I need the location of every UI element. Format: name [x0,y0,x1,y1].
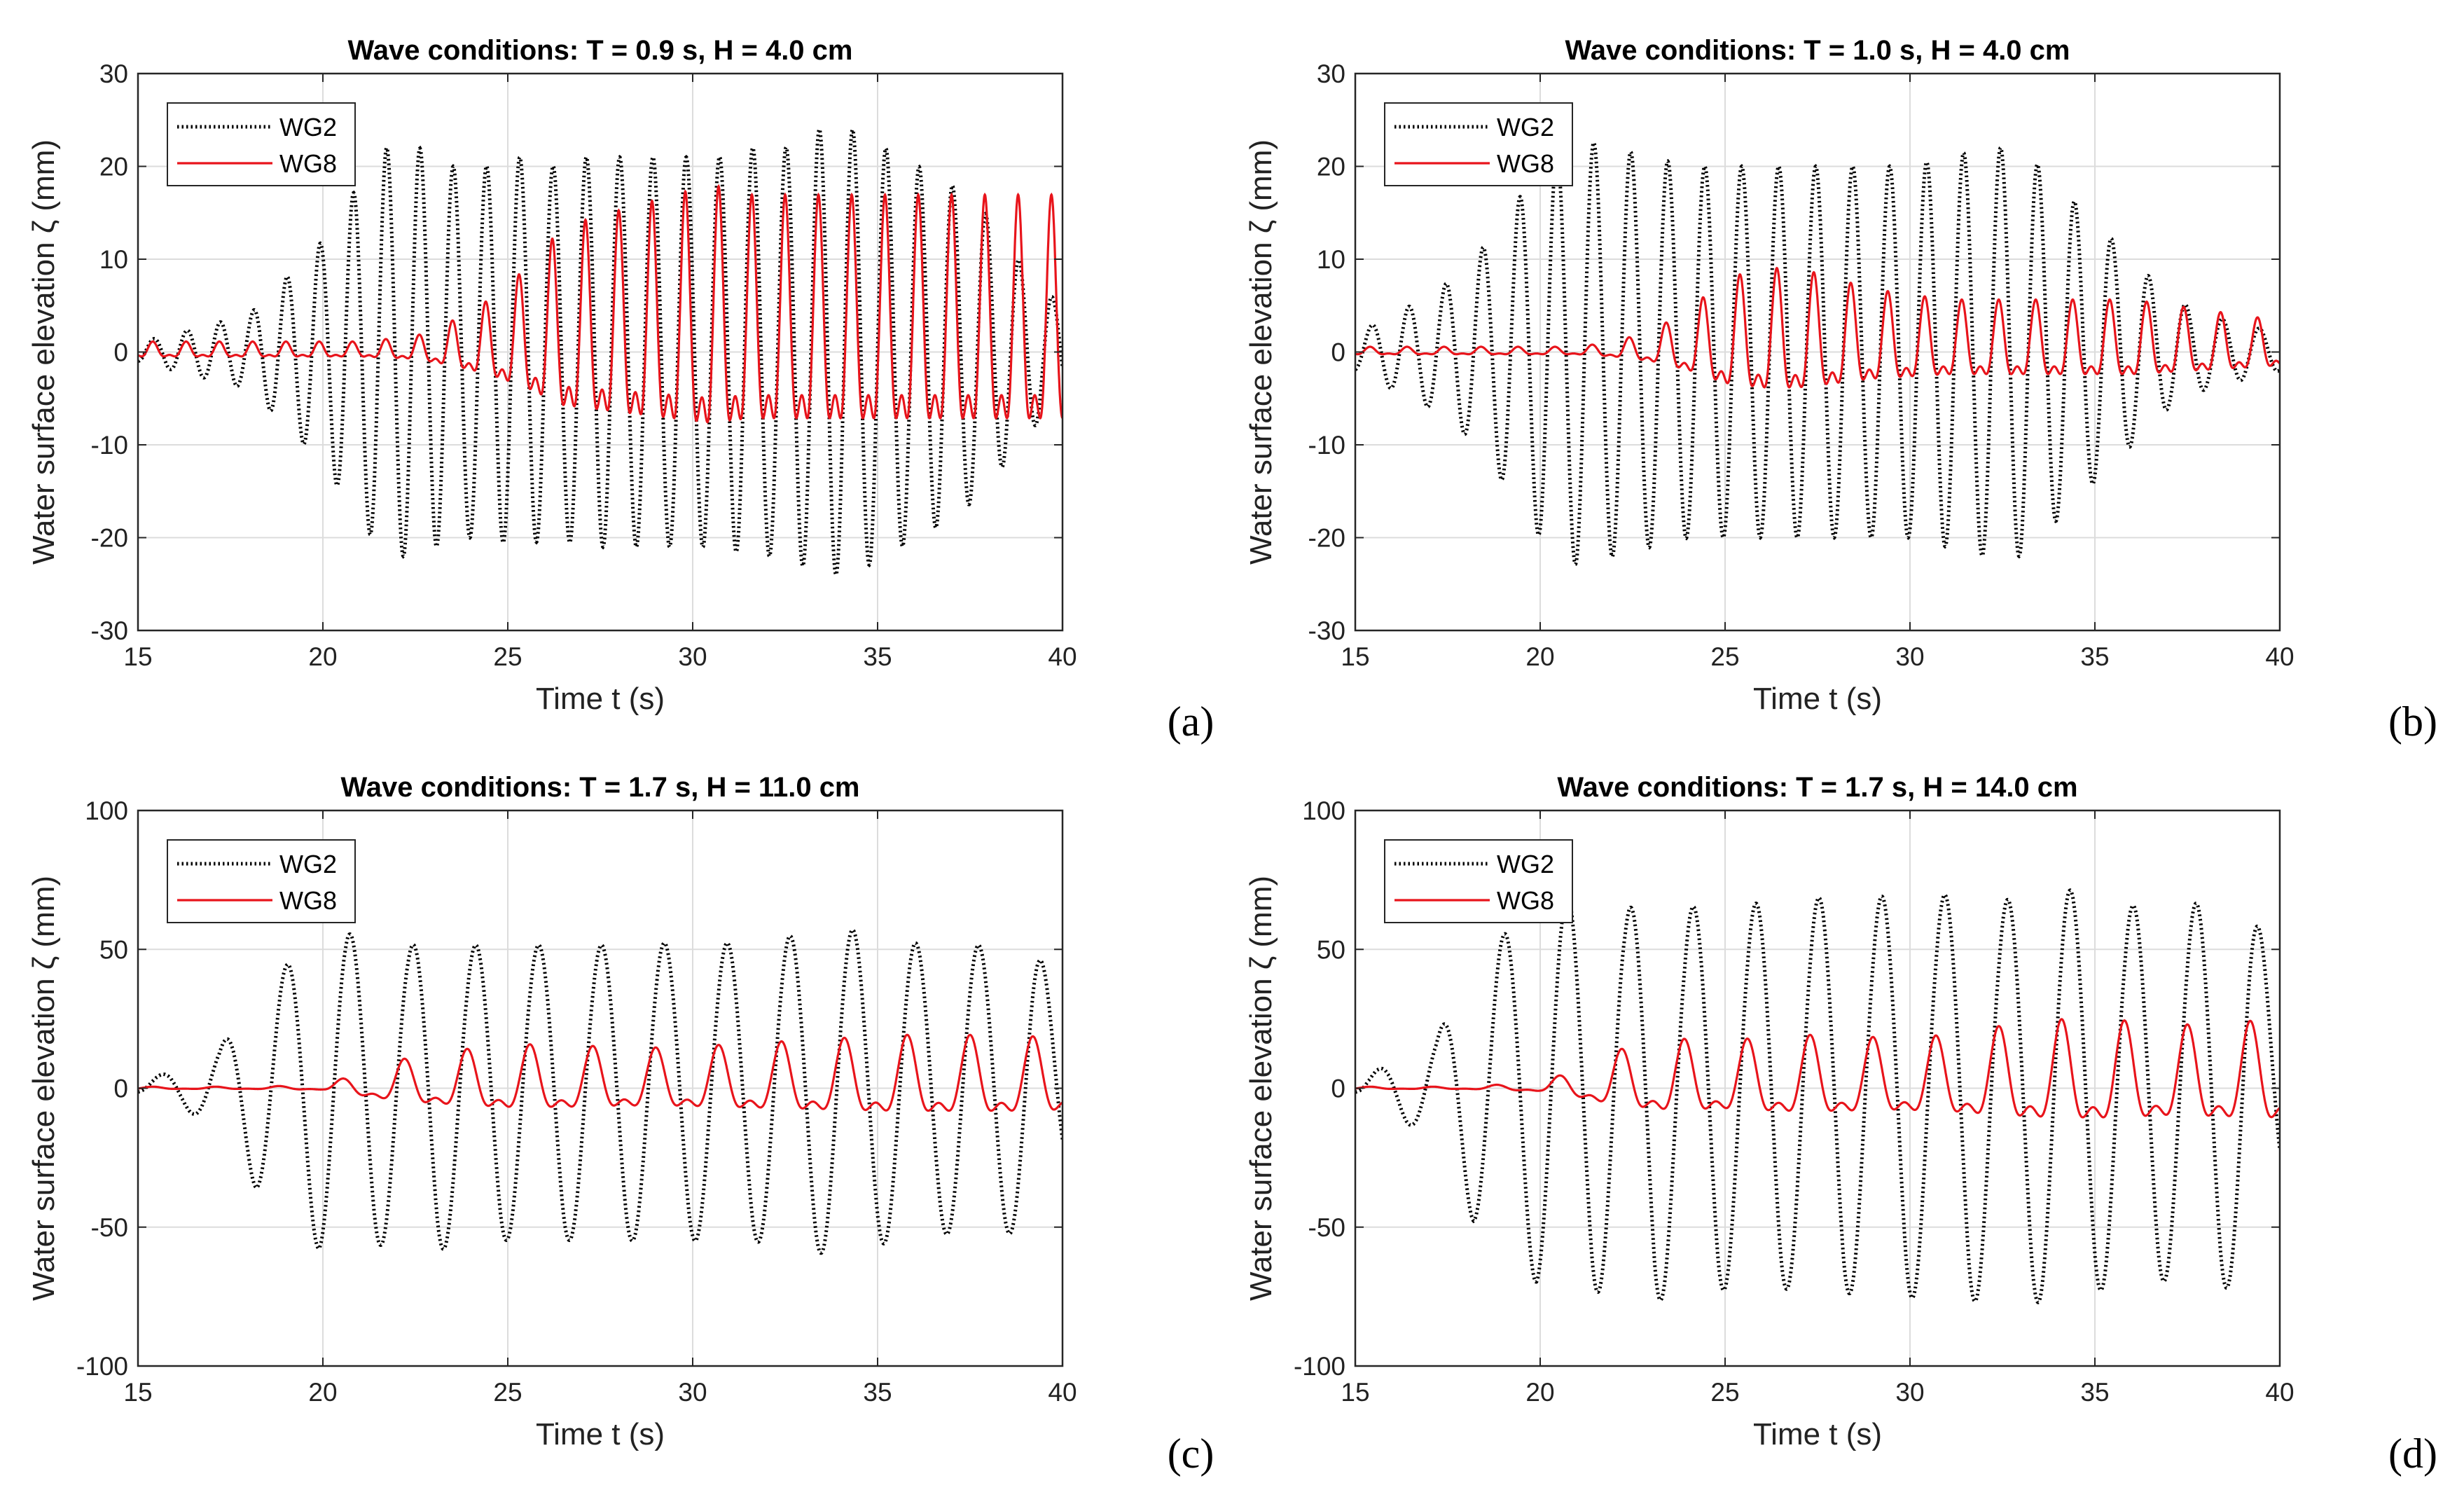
y-tick-label: -10 [1308,431,1345,460]
x-tick-label: 20 [308,1378,337,1407]
x-tick-label: 25 [1710,642,1739,671]
y-tick-label: -20 [91,524,128,553]
y-tick-label: 50 [99,935,128,964]
legend-label-wg2: WG2 [1497,113,1554,142]
legend-label-wg8: WG8 [279,149,337,178]
x-tick-label: 35 [863,1378,892,1407]
y-axis-label: Water surface elevation ζ (mm) [27,139,61,565]
panel-c: 15 20 25 30 35 40 -100 -50 0 50 100 Wave conditions… [27,772,1214,1477]
x-axis-label: Time t (s) [1753,682,1882,716]
y-tick-label: 20 [99,153,128,181]
panel-label: (b) [2388,698,2437,745]
series-wg8-line [138,184,1063,424]
y-tick-label: -20 [1308,524,1345,553]
legend-label-wg2: WG2 [279,113,337,142]
y-axis-label: Water surface elevation ζ (mm) [27,876,61,1301]
y-tick-label: 0 [1331,338,1345,367]
series-wg2-line [1355,140,2280,567]
x-tick-label: 15 [123,642,152,671]
legend-label-wg2: WG2 [1497,850,1554,878]
series-wg8-line [1355,1018,2280,1119]
panel-label: (c) [1168,1430,1214,1477]
y-tick-label: -100 [76,1352,128,1381]
x-tick-label: 40 [2265,642,2294,671]
legend-label-wg8: WG8 [1497,149,1554,178]
x-tick-label: 25 [493,1378,522,1407]
x-tick-label: 35 [863,642,892,671]
y-tick-label: 0 [113,338,128,367]
panel-label: (a) [1168,698,1214,745]
x-tick-label: 15 [123,1378,152,1407]
y-tick-label: 50 [1317,935,1345,964]
x-tick-label: 20 [1525,642,1554,671]
x-tick-label: 25 [493,642,522,671]
x-tick-label: 40 [1048,1378,1077,1407]
y-axis-label: Water surface elevation ζ (mm) [1244,876,1278,1301]
chart-title: Wave conditions: T = 0.9 s, H = 4.0 cm [348,35,853,66]
y-tick-label: -50 [91,1213,128,1242]
legend-box [1384,839,1573,923]
y-axis-label: Water surface elevation ζ (mm) [1244,139,1278,565]
x-axis-label: Time t (s) [536,682,665,716]
x-tick-label: 40 [2265,1378,2294,1407]
x-tick-label: 20 [1525,1378,1554,1407]
x-tick-label: 30 [1895,642,1924,671]
panel-label: (d) [2388,1430,2437,1477]
x-tick-label: 25 [1710,1378,1739,1407]
panel-d: 15 20 25 30 35 40 -100 -50 0 50 100 Wave conditions… [1244,772,2437,1477]
y-tick-label: 10 [1317,245,1345,274]
legend-label-wg8: WG8 [279,886,337,915]
x-tick-label: 35 [2080,642,2109,671]
legend-label-wg8: WG8 [1497,886,1554,915]
y-tick-label: -30 [1308,616,1345,645]
x-tick-label: 15 [1341,1378,1369,1407]
y-tick-label: 10 [99,245,128,274]
legend-label-wg2: WG2 [279,850,337,878]
panel-b: 15 20 25 30 35 40 -30 -20 -10 0 10 20 30 Wave conditi… [1244,35,2437,745]
series-wg2-line [138,927,1063,1255]
y-tick-label: 100 [1302,796,1345,825]
x-axis-label: Time t (s) [1753,1417,1882,1451]
y-tick-label: -10 [91,431,128,460]
y-tick-label: -50 [1308,1213,1345,1242]
x-tick-label: 30 [678,1378,707,1407]
y-tick-label: 20 [1317,153,1345,181]
x-axis-label: Time t (s) [536,1417,665,1451]
x-tick-label: 40 [1048,642,1077,671]
chart-title: Wave conditions: T = 1.0 s, H = 4.0 cm [1565,35,2070,66]
series-wg8-line [138,1033,1063,1112]
y-tick-label: -100 [1294,1352,1345,1381]
chart-title: Wave conditions: T = 1.7 s, H = 11.0 cm [340,772,859,803]
series-wg8-line [1355,266,2280,389]
y-tick-label: 0 [1331,1075,1345,1103]
x-tick-label: 30 [678,642,707,671]
chart-title: Wave conditions: T = 1.7 s, H = 14.0 cm [1557,772,2077,803]
x-tick-label: 20 [308,642,337,671]
y-tick-label: 30 [1317,60,1345,88]
y-tick-label: 0 [113,1075,128,1103]
legend-box [167,839,356,923]
x-tick-label: 30 [1895,1378,1924,1407]
y-tick-label: -30 [91,616,128,645]
series-wg2-line [1355,888,2280,1304]
legend-box [1384,102,1573,186]
y-tick-label: 30 [99,60,128,88]
x-tick-label: 35 [2080,1378,2109,1407]
panel-a: 15 20 25 30 35 40 -30 -20 -10 0 10 20 30 Wave conditi… [27,35,1214,745]
x-tick-label: 15 [1341,642,1369,671]
y-tick-label: 100 [85,796,128,825]
legend-box [167,102,356,186]
